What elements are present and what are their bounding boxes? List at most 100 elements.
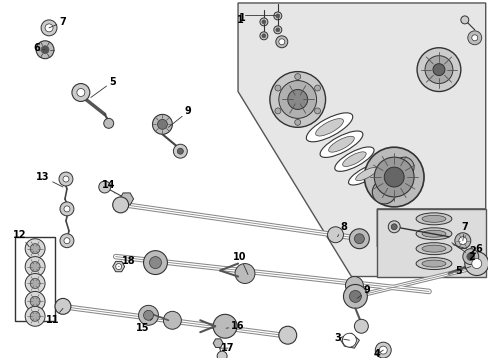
Circle shape — [262, 34, 265, 38]
Circle shape — [274, 85, 280, 91]
Polygon shape — [112, 261, 124, 272]
Text: 4: 4 — [373, 349, 383, 359]
Ellipse shape — [342, 152, 366, 166]
Circle shape — [59, 172, 73, 186]
Circle shape — [269, 72, 325, 127]
Circle shape — [64, 206, 70, 212]
Polygon shape — [339, 333, 359, 348]
Circle shape — [152, 114, 172, 134]
Ellipse shape — [328, 136, 354, 152]
Circle shape — [163, 311, 181, 329]
Circle shape — [217, 351, 226, 360]
Text: 12: 12 — [12, 230, 29, 247]
Circle shape — [364, 147, 423, 207]
Circle shape — [262, 20, 265, 24]
Polygon shape — [120, 193, 133, 205]
Circle shape — [458, 237, 466, 245]
Circle shape — [274, 108, 280, 114]
Circle shape — [373, 157, 413, 197]
Circle shape — [235, 264, 254, 283]
Text: 1: 1 — [238, 13, 245, 23]
Text: 15: 15 — [136, 318, 152, 333]
Text: 5: 5 — [91, 77, 116, 98]
Circle shape — [63, 176, 69, 182]
Circle shape — [371, 180, 395, 204]
Ellipse shape — [355, 167, 376, 181]
Circle shape — [432, 64, 444, 76]
Circle shape — [462, 249, 478, 265]
Circle shape — [275, 14, 279, 18]
Ellipse shape — [320, 131, 362, 157]
Circle shape — [466, 253, 474, 261]
Circle shape — [112, 197, 128, 213]
Ellipse shape — [421, 260, 445, 267]
Circle shape — [354, 234, 364, 244]
Circle shape — [416, 48, 460, 91]
Circle shape — [454, 233, 470, 249]
Circle shape — [60, 202, 74, 216]
Circle shape — [157, 120, 167, 129]
Text: 18: 18 — [119, 256, 135, 266]
Circle shape — [30, 311, 40, 321]
Circle shape — [278, 39, 284, 45]
Circle shape — [138, 305, 158, 325]
Circle shape — [55, 298, 71, 314]
Text: 9: 9 — [168, 107, 191, 127]
Circle shape — [25, 306, 45, 326]
Ellipse shape — [415, 228, 451, 240]
Ellipse shape — [421, 230, 445, 237]
Polygon shape — [238, 3, 485, 276]
Circle shape — [287, 90, 307, 109]
Text: 8: 8 — [337, 222, 346, 237]
Circle shape — [149, 257, 161, 269]
Circle shape — [342, 333, 356, 347]
Text: 3: 3 — [333, 333, 349, 343]
Bar — [377, 209, 485, 276]
Text: 2: 2 — [452, 245, 475, 256]
Circle shape — [143, 310, 153, 320]
Circle shape — [314, 108, 320, 114]
Circle shape — [99, 181, 110, 193]
Circle shape — [77, 89, 85, 96]
Text: 7: 7 — [49, 17, 66, 28]
Circle shape — [25, 257, 45, 276]
Circle shape — [278, 81, 316, 118]
Ellipse shape — [415, 258, 451, 270]
Ellipse shape — [315, 119, 343, 136]
Text: 16: 16 — [225, 321, 244, 331]
Ellipse shape — [415, 213, 451, 225]
Text: 1: 1 — [236, 15, 243, 25]
Circle shape — [314, 85, 320, 91]
Circle shape — [103, 118, 114, 128]
Circle shape — [116, 264, 122, 270]
Circle shape — [275, 28, 279, 32]
Text: 17: 17 — [220, 343, 234, 353]
Text: 6: 6 — [34, 43, 45, 53]
Text: 6: 6 — [470, 244, 481, 257]
Ellipse shape — [334, 147, 373, 171]
Circle shape — [464, 252, 488, 275]
Ellipse shape — [348, 163, 384, 185]
Circle shape — [467, 31, 481, 45]
Circle shape — [30, 296, 40, 306]
Circle shape — [349, 229, 368, 249]
Circle shape — [345, 276, 363, 294]
Circle shape — [273, 12, 281, 20]
Circle shape — [460, 16, 468, 24]
Circle shape — [64, 238, 70, 244]
Circle shape — [25, 292, 45, 311]
Circle shape — [275, 36, 287, 48]
Circle shape — [354, 319, 367, 333]
Circle shape — [30, 262, 40, 271]
Circle shape — [260, 32, 267, 40]
Circle shape — [143, 251, 167, 275]
Circle shape — [41, 20, 57, 36]
Circle shape — [213, 314, 237, 338]
Circle shape — [41, 46, 49, 54]
Circle shape — [327, 227, 343, 243]
Ellipse shape — [421, 245, 445, 252]
Circle shape — [294, 73, 300, 80]
Circle shape — [177, 148, 183, 154]
Circle shape — [374, 342, 390, 358]
Text: 11: 11 — [46, 309, 63, 325]
